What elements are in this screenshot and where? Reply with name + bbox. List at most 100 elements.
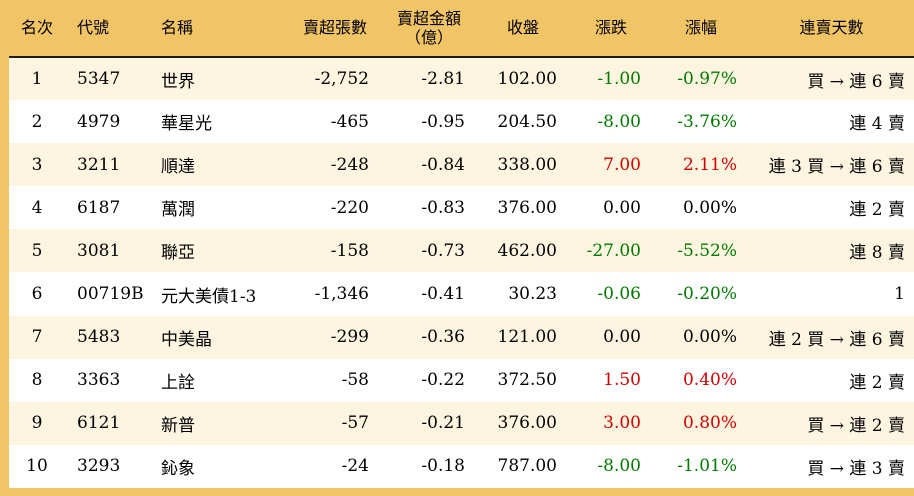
cell-code: 3293 (65, 444, 155, 488)
cell-change-pct: 0.00% (653, 315, 749, 359)
table-row: 6 00719B 元大美債1-3 -1,346 -0.41 30.23 -0.0… (9, 272, 914, 316)
cell-change-pct: 0.80% (653, 401, 749, 445)
cell-name: 世界 (155, 57, 289, 101)
col-header-close: 收盤 (477, 0, 569, 58)
cell-streak: 連 2 賣 (749, 186, 914, 230)
cell-change-pct: 0.40% (653, 358, 749, 402)
cell-close: 372.50 (477, 358, 569, 402)
table-row: 1 5347 世界 -2,752 -2.81 102.00 -1.00 -0.9… (9, 57, 914, 101)
col-header-amount-label: 賣超金額 (396, 8, 461, 28)
col-header-name: 名稱 (155, 0, 289, 58)
cell-streak: 連 2 買 → 連 6 賣 (749, 315, 914, 359)
cell-volume: -57 (289, 401, 381, 445)
cell-change: -27.00 (569, 229, 653, 273)
col-header-rank-label: 名次 (20, 18, 53, 38)
cell-amount: -0.18 (381, 444, 477, 488)
cell-volume: -158 (289, 229, 381, 273)
cell-streak: 買 → 連 2 賣 (749, 401, 914, 445)
cell-volume: -220 (289, 186, 381, 230)
cell-close: 338.00 (477, 143, 569, 187)
cell-change: 0.00 (569, 186, 653, 230)
cell-change: -8.00 (569, 100, 653, 144)
col-header-change-pct: 漲幅 (653, 0, 749, 58)
cell-change: 3.00 (569, 401, 653, 445)
cell-change-pct: -0.97% (653, 57, 749, 101)
cell-change-pct: 2.11% (653, 143, 749, 187)
cell-close: 204.50 (477, 100, 569, 144)
col-header-close-label: 收盤 (506, 18, 539, 38)
cell-name: 新普 (155, 401, 289, 445)
cell-volume: -58 (289, 358, 381, 402)
cell-amount: -2.81 (381, 57, 477, 101)
cell-volume: -465 (289, 100, 381, 144)
cell-change: -8.00 (569, 444, 653, 488)
cell-change: 1.50 (569, 358, 653, 402)
col-header-amount-unit: （億） (404, 28, 453, 47)
col-header-change-pct-label: 漲幅 (684, 18, 717, 38)
cell-change-pct: -3.76% (653, 100, 749, 144)
table-row: 5 3081 聯亞 -158 -0.73 462.00 -27.00 -5.52… (9, 229, 914, 273)
table-row: 7 5483 中美晶 -299 -0.36 121.00 0.00 0.00% … (9, 315, 914, 359)
table-row: 9 6121 新普 -57 -0.21 376.00 3.00 0.80% 買 … (9, 401, 914, 445)
cell-name: 元大美債1-3 (155, 272, 289, 316)
col-header-volume-label: 賣超張數 (302, 18, 367, 38)
col-header-streak: 連賣天數 (749, 0, 914, 58)
cell-amount: -0.41 (381, 272, 477, 316)
cell-change: -0.06 (569, 272, 653, 316)
cell-rank: 8 (9, 358, 65, 402)
cell-rank: 10 (9, 444, 65, 488)
cell-code: 4979 (65, 100, 155, 144)
cell-volume: -24 (289, 444, 381, 488)
cell-rank: 9 (9, 401, 65, 445)
cell-name: 上詮 (155, 358, 289, 402)
cell-rank: 1 (9, 57, 65, 101)
cell-name: 鈊象 (155, 444, 289, 488)
cell-code: 3211 (65, 143, 155, 187)
col-header-streak-label: 連賣天數 (799, 18, 864, 38)
cell-code: 3081 (65, 229, 155, 273)
cell-streak: 連 2 賣 (749, 358, 914, 402)
cell-change: 0.00 (569, 315, 653, 359)
col-header-code-label: 代號 (77, 18, 110, 38)
cell-code: 6187 (65, 186, 155, 230)
cell-code: 6121 (65, 401, 155, 445)
cell-streak: 1 (749, 272, 914, 316)
cell-streak: 連 3 買 → 連 6 賣 (749, 143, 914, 187)
cell-rank: 5 (9, 229, 65, 273)
cell-amount: -0.83 (381, 186, 477, 230)
net-sell-ranking-table: 名次 代號 名稱 賣超張數 賣超金額 （億） 收盤 漲跌 漲幅 連賣天數 1 53… (9, 0, 914, 488)
cell-close: 30.23 (477, 272, 569, 316)
cell-close: 121.00 (477, 315, 569, 359)
cell-rank: 6 (9, 272, 65, 316)
cell-close: 376.00 (477, 401, 569, 445)
cell-rank: 3 (9, 143, 65, 187)
cell-change: -1.00 (569, 57, 653, 101)
cell-amount: -0.73 (381, 229, 477, 273)
cell-code: 5483 (65, 315, 155, 359)
cell-rank: 4 (9, 186, 65, 230)
cell-rank: 7 (9, 315, 65, 359)
col-header-change: 漲跌 (569, 0, 653, 58)
cell-amount: -0.36 (381, 315, 477, 359)
cell-code: 00719B (65, 272, 155, 316)
cell-close: 102.00 (477, 57, 569, 101)
cell-change-pct: -5.52% (653, 229, 749, 273)
cell-close: 462.00 (477, 229, 569, 273)
cell-amount: -0.95 (381, 100, 477, 144)
cell-volume: -248 (289, 143, 381, 187)
table-row: 10 3293 鈊象 -24 -0.18 787.00 -8.00 -1.01%… (9, 444, 914, 488)
table-row: 8 3363 上詮 -58 -0.22 372.50 1.50 0.40% 連 … (9, 358, 914, 402)
cell-close: 787.00 (477, 444, 569, 488)
table-row: 2 4979 華星光 -465 -0.95 204.50 -8.00 -3.76… (9, 100, 914, 144)
cell-close: 376.00 (477, 186, 569, 230)
cell-change-pct: -1.01% (653, 444, 749, 488)
cell-name: 中美晶 (155, 315, 289, 359)
cell-change: 7.00 (569, 143, 653, 187)
col-header-amount: 賣超金額 （億） (381, 0, 477, 58)
cell-streak: 連 8 賣 (749, 229, 914, 273)
table-row: 4 6187 萬潤 -220 -0.83 376.00 0.00 0.00% 連… (9, 186, 914, 230)
cell-streak: 買 → 連 6 賣 (749, 57, 914, 101)
cell-amount: -0.84 (381, 143, 477, 187)
cell-rank: 2 (9, 100, 65, 144)
